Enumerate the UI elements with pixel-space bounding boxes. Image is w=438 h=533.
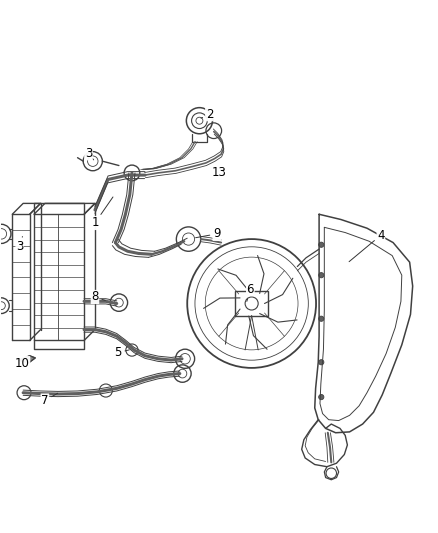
- Circle shape: [319, 272, 324, 278]
- Text: 6: 6: [247, 282, 254, 301]
- Text: 9: 9: [196, 228, 221, 240]
- Text: 5: 5: [114, 346, 129, 359]
- Circle shape: [319, 316, 324, 321]
- Circle shape: [319, 242, 324, 247]
- Text: 10: 10: [15, 357, 30, 369]
- Circle shape: [319, 394, 324, 400]
- Text: 7: 7: [41, 393, 58, 407]
- Text: 3: 3: [85, 147, 94, 160]
- Text: 1: 1: [91, 197, 113, 230]
- Text: 3: 3: [16, 237, 23, 253]
- Text: 13: 13: [212, 166, 226, 180]
- Text: 4: 4: [349, 229, 385, 262]
- Text: 8: 8: [91, 290, 106, 303]
- Text: 2: 2: [201, 108, 213, 120]
- Circle shape: [319, 360, 324, 365]
- Polygon shape: [19, 356, 35, 363]
